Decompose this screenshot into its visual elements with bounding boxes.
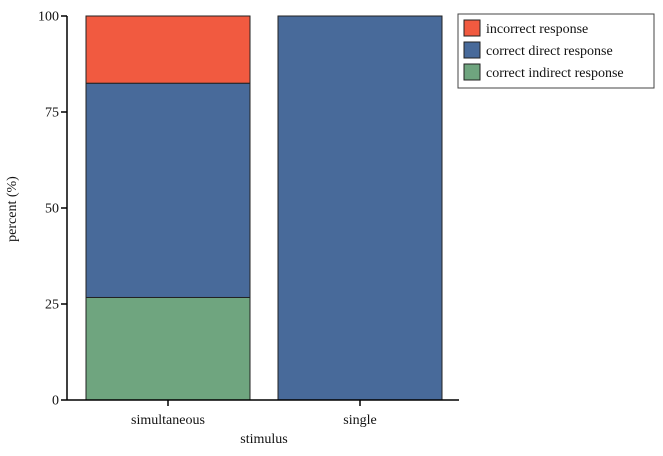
legend-label: correct indirect response [486, 66, 624, 81]
y-tick-label: 25 [45, 298, 59, 313]
x-ticks: simultaneous single [131, 400, 377, 428]
legend-label: incorrect response [486, 22, 588, 37]
y-ticks: 0 25 50 75 100 [38, 10, 67, 409]
bar-segment-single-correct-direct-response [277, 15, 443, 401]
axes-layer: 0 25 50 75 100 simultaneous single percent (%… [5, 10, 459, 447]
y-tick-label: 100 [38, 10, 59, 25]
x-axis-label: stimulus [240, 432, 287, 447]
legend-frame [457, 13, 655, 89]
legend: incorrect response correct direct respons… [457, 13, 655, 89]
bars-layer [85, 15, 443, 401]
y-tick-label: 0 [52, 394, 59, 409]
bar-segment-simultaneous-correct-indirect-response [85, 296, 251, 401]
legend-swatch [463, 19, 481, 37]
y-axis-label: percent (%) [5, 176, 20, 242]
x-tick-label: simultaneous [131, 413, 205, 428]
legend-swatch [463, 63, 481, 81]
legend-swatch [463, 41, 481, 59]
bar-segment-simultaneous-correct-direct-response [85, 82, 251, 298]
x-tick-label: single [343, 413, 376, 428]
legend-label: correct direct response [486, 44, 613, 59]
y-tick-label: 50 [45, 202, 59, 217]
y-tick-label: 75 [45, 106, 59, 121]
bar-segment-simultaneous-incorrect-response [85, 15, 251, 84]
